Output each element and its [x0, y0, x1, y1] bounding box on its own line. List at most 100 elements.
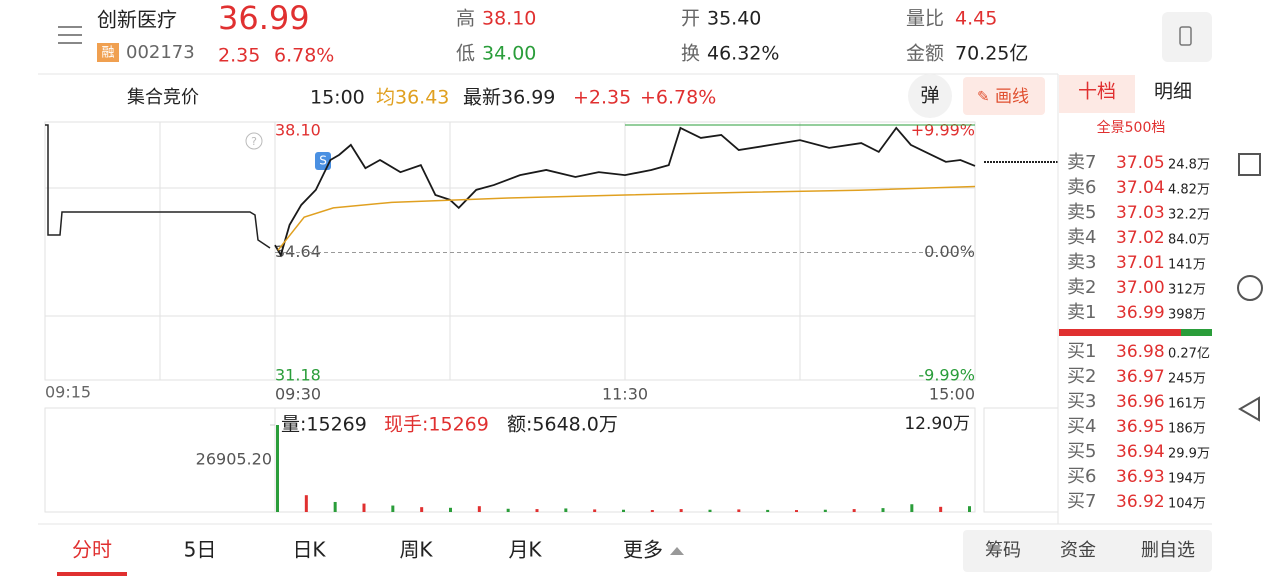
side-tab[interactable]: 明细	[1154, 81, 1192, 103]
help-q: ?	[251, 135, 257, 148]
volume-bar	[535, 509, 539, 512]
bottom-tab[interactable]: 日K	[292, 538, 326, 562]
bid-price: 36.93	[1116, 467, 1165, 487]
vol-right: 12.90万	[904, 414, 970, 434]
bottom-tab[interactable]: 更多	[623, 538, 663, 562]
volume-bar	[449, 507, 452, 512]
volume-bar	[939, 506, 943, 512]
draw: 画线	[995, 87, 1029, 107]
ask-label: 卖7	[1067, 152, 1096, 173]
volume-bar	[852, 509, 856, 512]
bottom-tab[interactable]: 周K	[399, 538, 433, 562]
x-tick-label: 11:30	[602, 385, 648, 404]
volume-bar	[304, 495, 308, 512]
y-tick-label: 38.10	[275, 121, 321, 140]
hand: 现手:15269	[384, 414, 489, 436]
auction-line	[45, 124, 271, 249]
bid-vol: 0.27亿	[1168, 347, 1210, 362]
full-depth[interactable]: 全景500档	[1097, 119, 1166, 136]
bid-label: 买2	[1067, 366, 1096, 387]
phone-button[interactable]	[1162, 12, 1212, 62]
volume-bar	[622, 509, 625, 512]
volume-bar	[564, 508, 568, 512]
volume-bar	[477, 506, 481, 512]
change: 2.35	[218, 45, 260, 67]
ask-label: 卖4	[1067, 227, 1096, 248]
draw-button[interactable]	[963, 77, 1045, 115]
price-line	[277, 185, 976, 251]
ask-vol: 312万	[1168, 283, 1206, 298]
auction-label: 集合竞价	[127, 87, 199, 108]
y2-tick-label: 0.00%	[924, 242, 975, 261]
phone-icon	[1179, 26, 1192, 46]
y2-tick-label: +9.99%	[911, 121, 975, 140]
ask-vol: 398万	[1168, 308, 1206, 323]
ask-vol: 141万	[1168, 258, 1206, 273]
bottom-tab[interactable]: 月K	[508, 538, 542, 562]
label: 金额	[906, 43, 944, 65]
volume-bar	[593, 509, 597, 512]
bid-label: 买1	[1067, 341, 1096, 362]
bid-price: 36.96	[1116, 392, 1165, 412]
ask-price: 37.03	[1116, 203, 1165, 223]
volume-bar	[679, 509, 683, 512]
ask-price: 37.05	[1116, 153, 1165, 173]
volume-bar	[910, 504, 914, 512]
volume-bar	[968, 506, 971, 512]
price: 36.99	[218, 0, 310, 37]
vol-tick-label: 26905.20	[196, 450, 272, 469]
latest: 最新36.99	[463, 87, 555, 109]
ask-vol: 4.82万	[1168, 183, 1210, 198]
nav-home[interactable]	[1237, 275, 1263, 301]
ask-label: 卖3	[1067, 252, 1096, 273]
popup: 弹	[920, 85, 939, 107]
volume-bar	[506, 508, 510, 512]
change-pct: 6.78%	[274, 45, 334, 67]
ask-label: 卖2	[1067, 277, 1096, 298]
chart-frame	[44, 121, 1059, 513]
bottom-tab[interactable]: 分时	[72, 538, 112, 562]
bid-price: 36.97	[1116, 367, 1165, 387]
y2-tick-label: -9.99%	[918, 366, 975, 385]
x-tick-label: 09:30	[275, 385, 321, 404]
ask-label: 卖6	[1067, 177, 1096, 198]
bid-label: 买7	[1067, 491, 1096, 512]
label: 开	[681, 8, 700, 30]
bid-label: 买3	[1067, 391, 1096, 412]
ask-label: 卖5	[1067, 202, 1096, 223]
value: 38.10	[482, 8, 536, 30]
label: 低	[456, 43, 475, 65]
badge-bg	[97, 43, 119, 62]
label: 高	[456, 8, 475, 30]
help-icon[interactable]	[245, 132, 263, 150]
nav-back[interactable]	[1238, 396, 1260, 422]
bid-price: 36.95	[1116, 417, 1165, 437]
ask-price: 37.00	[1116, 278, 1165, 298]
bid-vol: 194万	[1168, 472, 1206, 487]
y-tick-label: 31.18	[275, 366, 321, 385]
bid-vol: 245万	[1168, 372, 1206, 387]
auction-time: 09:15	[45, 383, 91, 402]
bid-label: 买5	[1067, 441, 1096, 462]
bottom-button[interactable]: 资金	[1060, 540, 1096, 561]
label: 换	[681, 43, 700, 65]
bottom-button[interactable]: 筹码	[985, 540, 1021, 561]
bid-vol: 161万	[1168, 397, 1206, 412]
volume-bar	[881, 508, 885, 512]
amount: 额:5648.0万	[507, 414, 618, 436]
bottom-tab[interactable]: 5日	[184, 538, 217, 562]
popup-button[interactable]	[908, 74, 952, 118]
bottom-button[interactable]: 删自选	[1141, 540, 1195, 561]
nav-recent[interactable]	[1238, 153, 1261, 176]
volume-bar	[362, 503, 366, 512]
volume-bar	[333, 501, 337, 512]
ask-label: 卖1	[1067, 302, 1096, 323]
stock-code: 002173	[126, 42, 195, 63]
menu-icon[interactable]	[58, 26, 82, 44]
pen-icon: ✎	[977, 88, 990, 106]
side-tab[interactable]: 十档	[1078, 81, 1116, 103]
bid-price: 36.94	[1116, 442, 1165, 462]
value: 34.00	[482, 43, 536, 65]
